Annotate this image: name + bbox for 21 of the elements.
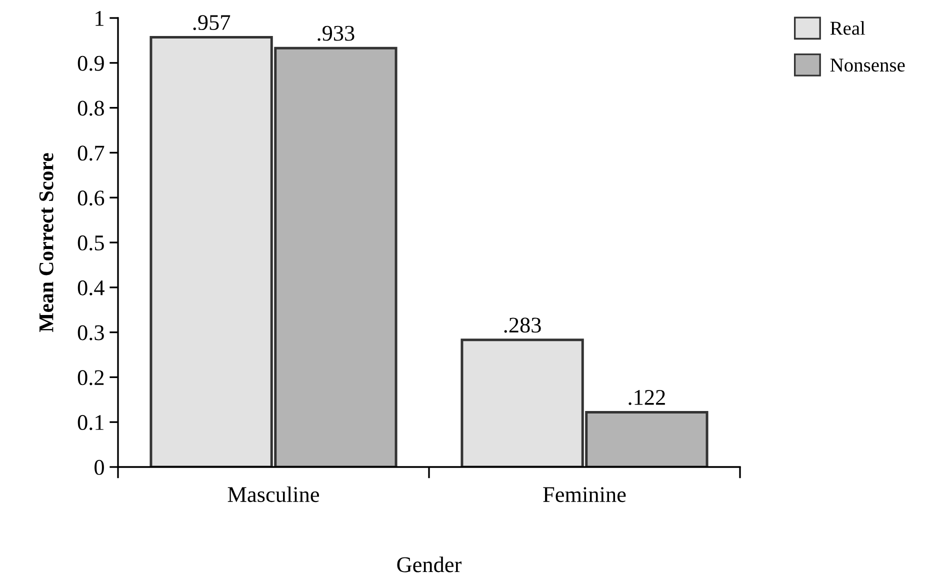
y-tick-label: 0.1 (78, 415, 104, 430)
y-axis-title: Mean Correct Score (39, 153, 54, 332)
x-axis-title: Gender (397, 556, 462, 572)
data-label: .122 (628, 390, 665, 406)
y-tick-label: 1 (96, 11, 104, 26)
y-tick-label: 0 (94, 460, 104, 475)
y-tick-label: 0.9 (78, 56, 104, 71)
data-label: .957 (193, 15, 230, 30)
y-tick-label: 0.4 (78, 280, 104, 296)
legend-label: Real (830, 21, 866, 35)
y-tick-label: 0.3 (78, 325, 104, 340)
y-tick-label: 0.2 (78, 370, 104, 386)
x-tick-label: Feminine (543, 487, 626, 502)
x-tick-label: Masculine (228, 486, 320, 502)
data-label: .283 (504, 318, 541, 333)
y-tick-label: 0.7 (78, 146, 104, 161)
data-label: .933 (318, 26, 354, 41)
y-tick-label: 0.5 (78, 235, 104, 251)
y-tick-label: 0.6 (78, 190, 104, 206)
y-tick-label: 0.8 (78, 100, 104, 116)
legend-label: Nonsense (830, 58, 905, 72)
